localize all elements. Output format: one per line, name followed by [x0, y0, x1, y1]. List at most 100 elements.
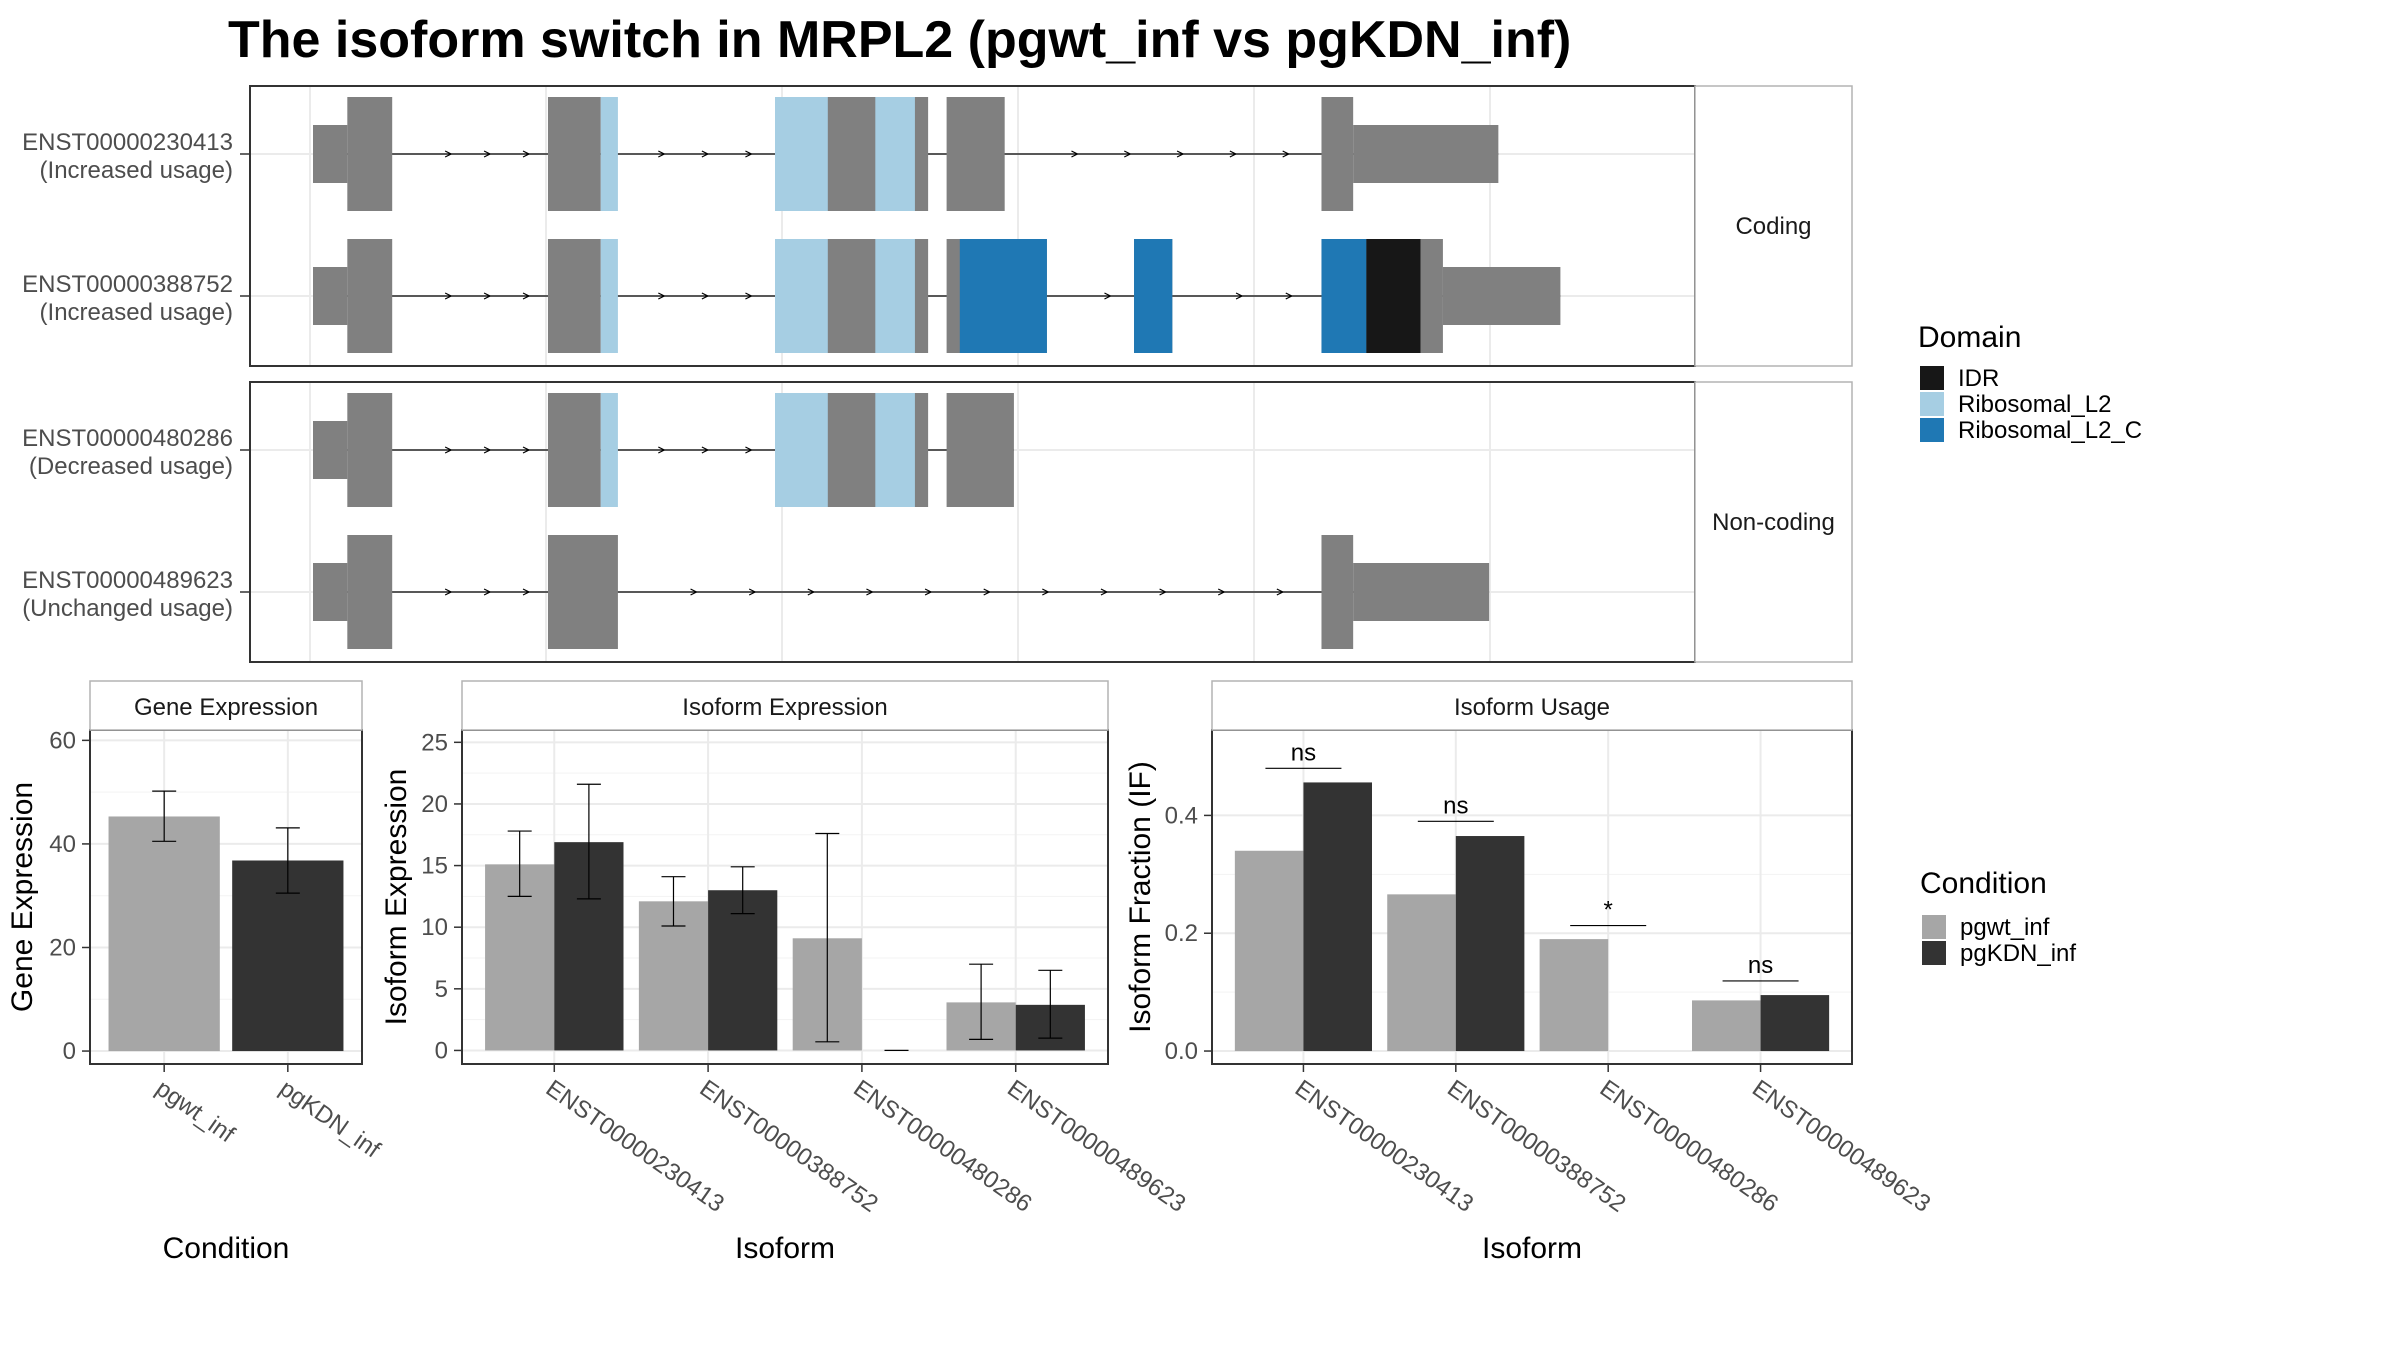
isoform-status-label: (Decreased usage)	[29, 453, 233, 480]
facet-strip	[1694, 381, 1853, 663]
intron-arrow	[1124, 150, 1132, 158]
exon-block	[313, 267, 348, 325]
domain-block	[875, 239, 915, 353]
domain-legend-swatch	[1920, 392, 1944, 416]
domain-block	[600, 239, 618, 353]
exon-block	[313, 125, 348, 183]
bar	[1455, 836, 1525, 1052]
isoform-id-label: ENST00000230413	[22, 129, 233, 156]
condition-legend-swatch	[1922, 915, 1946, 939]
intron-arrow	[1176, 150, 1185, 158]
isoform-id-label: ENST00000489623	[22, 567, 233, 594]
intron-arrow	[444, 150, 453, 158]
exon-block	[946, 97, 1005, 211]
isoform-track	[313, 535, 1490, 649]
condition-legend-title: Condition	[1920, 867, 2047, 900]
domain-block	[1321, 239, 1367, 353]
intron-arrow	[690, 588, 698, 596]
x-axis-title: Isoform	[1482, 1232, 1582, 1265]
y-tick-label: 60	[49, 727, 76, 754]
y-tick-label: 0.4	[1165, 802, 1198, 829]
isoform-status-label: (Increased usage)	[40, 157, 233, 184]
intron-arrow	[522, 292, 531, 300]
bar	[1539, 939, 1609, 1052]
isoform-id-label: ENST00000480286	[22, 425, 233, 452]
facet-strip-label: Gene Expression	[134, 694, 318, 721]
bar	[108, 816, 220, 1052]
x-axis-title: Condition	[163, 1232, 290, 1265]
intron-arrow	[1217, 588, 1226, 596]
intron-arrow	[444, 292, 453, 300]
y-axis-title: Isoform Fraction (IF)	[1124, 761, 1157, 1033]
exon-block	[313, 563, 348, 621]
exon-block	[1442, 267, 1561, 325]
exon-block	[1321, 97, 1354, 211]
intron-arrow	[522, 588, 531, 596]
y-tick-label: 0	[435, 1037, 448, 1064]
intron-arrow	[1159, 588, 1167, 596]
domain-block	[875, 97, 915, 211]
facet-strip	[461, 680, 1109, 731]
intron-arrow	[658, 150, 666, 158]
y-tick-label: 20	[421, 791, 448, 818]
intron-arrow	[748, 588, 757, 596]
condition-legend-label: pgwt_inf	[1960, 914, 2050, 941]
y-axis-title: Gene Expression	[6, 782, 39, 1012]
isoform-status-label: (Increased usage)	[40, 299, 233, 326]
intron-arrow	[658, 292, 666, 300]
y-tick-label: 0.0	[1165, 1038, 1198, 1065]
intron-arrow	[745, 292, 753, 300]
isoform-track	[313, 239, 1561, 353]
facet-strip-label: Coding	[1735, 213, 1811, 240]
condition-legend-label: pgKDN_inf	[1960, 940, 2076, 967]
isoform-track	[313, 393, 1014, 507]
intron-arrow	[1276, 588, 1285, 596]
domain-legend-label: Ribosomal_L2_C	[1958, 417, 2142, 444]
y-tick-label: 20	[49, 934, 76, 961]
y-tick-label: 5	[435, 976, 448, 1003]
bar-panel-isoform-expression: Isoform Expression0510152025ENST00000230…	[380, 680, 1190, 1265]
y-tick-label: 25	[421, 729, 448, 756]
intron-arrow	[1229, 150, 1238, 158]
exon-block	[347, 97, 393, 211]
intron-arrow	[701, 150, 710, 158]
structure-facet-coding: Coding	[249, 85, 1853, 367]
significance-label: *	[1604, 897, 1613, 924]
y-tick-label: 0.2	[1165, 920, 1198, 947]
domain-legend-swatch	[1920, 366, 1944, 390]
facet-strip-label: Isoform Expression	[682, 694, 887, 721]
exon-block	[1353, 563, 1490, 621]
exon-block	[1321, 535, 1354, 649]
expression-bar-charts: Gene Expression 0 20 40 60 pgwt_inf pgKDN_inf C…	[6, 680, 1935, 1265]
exon-block	[347, 239, 393, 353]
isoform-track	[313, 97, 1499, 211]
figure-title: The isoform switch in MRPL2 (pgwt_inf vs…	[228, 11, 1571, 69]
exon-block	[547, 97, 601, 211]
y-tick-label: 15	[421, 853, 448, 880]
intron-arrow	[983, 588, 992, 596]
domain-block	[775, 97, 828, 211]
domain-block	[1366, 239, 1421, 353]
facet-strip	[1694, 85, 1853, 367]
bar	[1692, 1000, 1761, 1052]
y-tick-label: 40	[49, 831, 76, 858]
x-tick-label: pgwt_inf	[151, 1075, 240, 1149]
significance-label: ns	[1443, 792, 1468, 819]
intron-arrow	[745, 446, 753, 454]
exon-block	[946, 393, 1014, 507]
intron-arrow	[483, 446, 492, 454]
intron-arrow	[483, 588, 492, 596]
domain-legend-swatch	[1920, 418, 1944, 442]
significance-label: ns	[1748, 952, 1773, 979]
y-axis-title: Isoform Expression	[380, 769, 413, 1026]
intron-arrow	[701, 446, 710, 454]
intron-arrow	[1071, 150, 1079, 158]
x-axis-title: Isoform	[735, 1232, 835, 1265]
isoform-id-label: ENST00000388752	[22, 271, 233, 298]
domain-legend-label: Ribosomal_L2	[1958, 391, 2111, 418]
exon-block	[313, 421, 348, 479]
exon-block	[347, 393, 393, 507]
x-tick-label: pgKDN_inf	[274, 1075, 385, 1164]
